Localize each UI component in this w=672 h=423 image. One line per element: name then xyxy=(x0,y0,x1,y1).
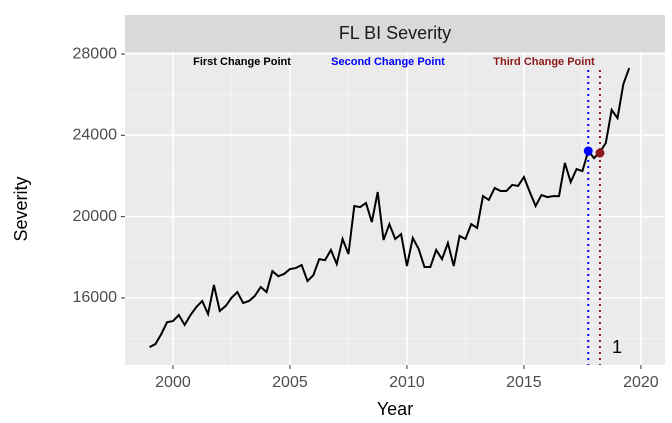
x-tick-label: 2015 xyxy=(506,374,542,391)
strip xyxy=(125,15,665,52)
x-tick-label: 2005 xyxy=(272,374,308,391)
y-tick-label: 20000 xyxy=(73,208,118,225)
x-tick-label: 2000 xyxy=(155,374,191,391)
line xyxy=(149,67,631,349)
panel xyxy=(125,52,665,365)
change-point-label: Third Change Point xyxy=(493,56,595,68)
change-point-label: Second Change Point xyxy=(331,56,445,68)
x-tick-label: 2020 xyxy=(623,374,659,391)
chart-title: FL BI Severity xyxy=(339,23,451,43)
x-tick-label: 2010 xyxy=(389,374,425,391)
change-point-marker xyxy=(583,146,593,156)
y-axis-title: Severity xyxy=(11,176,31,241)
y-tick-label: 16000 xyxy=(73,289,118,306)
change-point-label: First Change Point xyxy=(193,56,291,68)
y-tick-label: 28000 xyxy=(73,45,118,62)
annotation: 1 xyxy=(612,337,622,357)
change-point-marker xyxy=(595,148,605,158)
y-tick-label: 24000 xyxy=(73,127,118,144)
x-axis-title: Year xyxy=(377,399,413,419)
